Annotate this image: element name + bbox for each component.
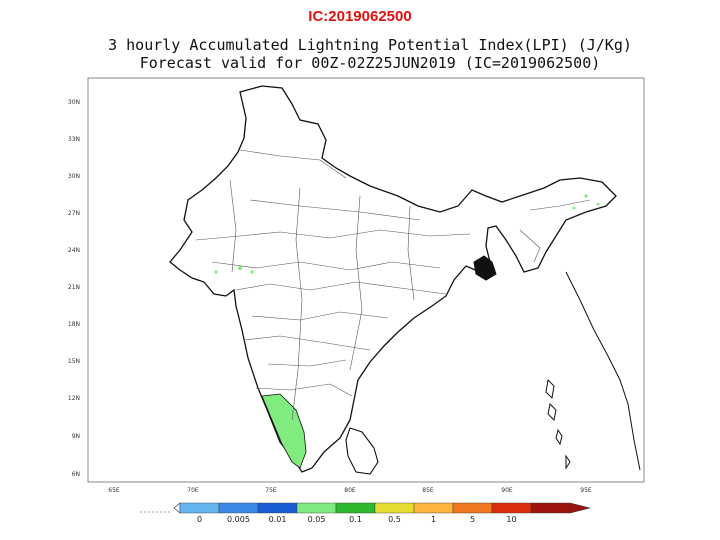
lpi-specks [214, 194, 600, 274]
map-title-line-2: Forecast valid for 00Z-02Z25JUN2019 (IC=… [139, 54, 601, 72]
colorbar-label: 1 [431, 515, 436, 524]
colorbar-label: 5 [470, 515, 475, 524]
lat-label: 21N [68, 284, 80, 291]
colorbar-cell [218, 502, 259, 514]
sundarbans-coast [473, 255, 497, 281]
lat-label: 6N [72, 471, 80, 478]
lon-label: 80E [344, 487, 356, 494]
lon-label: 95E [580, 487, 592, 494]
india-landmass [169, 85, 617, 473]
colorbar-label: 0.005 [227, 515, 250, 524]
colorbar-cell [257, 502, 298, 514]
andaman-islands [545, 378, 571, 470]
district-boundaries [195, 149, 591, 421]
map-frame [87, 77, 645, 483]
colorbar-cell [374, 502, 415, 514]
colorbar-label: 0.05 [308, 515, 326, 524]
colorbar-right-arrow [569, 502, 591, 514]
lon-label: 90E [501, 487, 513, 494]
initial-condition-label: IC:2019062500 [308, 8, 412, 25]
colorbar-label: 0.1 [349, 515, 362, 524]
colorbar-cell [491, 502, 532, 514]
colorbar-label: 0.5 [388, 515, 401, 524]
colorbar-cell [335, 502, 376, 514]
map-title-line-1: 3 hourly Accumulated Lightning Potential… [108, 36, 632, 54]
lat-label: 15N [68, 358, 80, 365]
colorbar: 0 0.005 0.01 0.05 0.1 0.5 1 5 10 [140, 502, 591, 524]
myanmar-coast [565, 271, 641, 471]
lat-label: 33N [68, 136, 80, 143]
south-lpi-patch [261, 393, 307, 469]
lon-label: 75E [265, 487, 277, 494]
lon-label: 70E [187, 487, 199, 494]
latitude-labels: 30N 33N 30N 27N 24N 21N 18N 15N 12N 9N 6… [68, 99, 80, 478]
lat-label: 18N [68, 321, 80, 328]
lat-label: 24N [68, 247, 80, 254]
lat-label: 12N [68, 395, 80, 402]
colorbar-left-arrow [173, 502, 181, 514]
lon-label: 65E [108, 487, 120, 494]
colorbar-cell [413, 502, 454, 514]
colorbar-cell [296, 502, 337, 514]
sri-lanka [345, 427, 379, 475]
lat-label: 27N [68, 210, 80, 217]
lon-label: 85E [422, 487, 434, 494]
lat-label: 30N [68, 173, 80, 180]
colorbar-label: 0.01 [269, 515, 287, 524]
colorbar-cell [530, 502, 571, 514]
map-title: 3 hourly Accumulated Lightning Potential… [0, 36, 720, 72]
lat-label: 9N [72, 433, 80, 440]
lat-label: 30N [68, 99, 80, 106]
colorbar-label: 10 [506, 515, 516, 524]
colorbar-label: 0 [197, 515, 202, 524]
colorbar-cell [452, 502, 493, 514]
colorbar-cell [179, 502, 220, 514]
longitude-labels: 65E 70E 75E 80E 85E 90E 95E [108, 487, 592, 494]
